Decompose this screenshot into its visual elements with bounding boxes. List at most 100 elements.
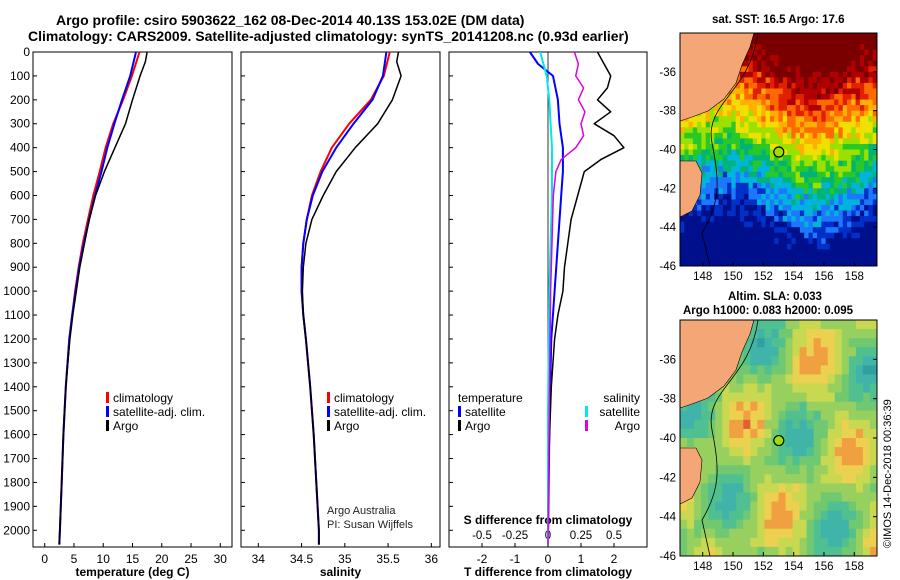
sla-cell [855, 474, 864, 484]
difference-x-tick-label: -1 [510, 552, 521, 566]
sst-cell [718, 221, 724, 228]
sst-cell [744, 116, 750, 123]
sla-cell [750, 410, 758, 421]
sst-cell [757, 227, 762, 234]
sst-cell [722, 260, 728, 267]
sla-cell [694, 546, 702, 557]
sla-cell [778, 546, 787, 557]
sla-cell [736, 546, 744, 557]
sst-cell [847, 88, 852, 95]
depth-tick-label: 600 [10, 188, 30, 202]
sla-cell [778, 537, 787, 548]
sst-cell [859, 66, 865, 73]
sst-cell [765, 210, 771, 217]
sla-cell [806, 329, 815, 339]
sst-cell [735, 127, 741, 134]
sla-cell [806, 401, 815, 412]
sst-cell [847, 216, 852, 223]
sst-cell [829, 121, 835, 128]
sst-cell [709, 193, 715, 200]
sst-cell [791, 221, 797, 228]
sst-cell [842, 171, 848, 178]
sst-cell [752, 116, 758, 123]
sla-cell [680, 501, 688, 512]
sst-cell [791, 60, 797, 67]
sst-cell [847, 127, 852, 134]
sst-cell [851, 155, 857, 162]
sla-cell [799, 374, 808, 385]
sst-cell [847, 60, 852, 67]
sst-cell [761, 232, 767, 239]
sst-cell [834, 77, 839, 84]
sst-cell [834, 260, 839, 267]
salinity-panel-frame [240, 51, 441, 548]
sst-cell [808, 216, 814, 223]
sst-cell [795, 77, 801, 84]
sst-cell [739, 88, 745, 95]
sst-cell [757, 121, 762, 128]
sst-cell [701, 155, 707, 162]
sla-cell [820, 347, 829, 357]
sst-cell [868, 44, 874, 51]
sst-cell [735, 227, 741, 234]
sla-cell [750, 392, 758, 403]
sst-cell [761, 166, 767, 173]
sst-cell [795, 193, 801, 200]
sst-cell [757, 166, 762, 173]
sst-cell [859, 193, 865, 200]
sla-cell [855, 428, 864, 439]
sla-cell [722, 537, 730, 548]
salinity-legend-0-swatch [327, 392, 330, 403]
sst-cell [787, 221, 792, 228]
salinity-xlabel: salinity [320, 565, 362, 579]
sst-cell [731, 204, 737, 212]
sst-cell [808, 138, 814, 145]
sst-cell [817, 132, 822, 139]
sst-cell [791, 38, 797, 45]
sla-cell [785, 456, 794, 466]
sst-cell [855, 182, 861, 189]
sst-cell [744, 138, 750, 145]
sst-cell [795, 260, 801, 267]
sst-cell [701, 221, 707, 228]
sst-cell [812, 227, 818, 234]
sst-cell [752, 105, 758, 112]
sst-cell [804, 155, 809, 162]
sla-cell [862, 365, 871, 375]
sst-cell [838, 49, 844, 56]
sla-cell [694, 519, 702, 530]
sst-cell [765, 82, 771, 89]
sst-cell [709, 243, 715, 250]
sst-lon-tick-label: 148 [693, 271, 712, 283]
sst-cell [864, 149, 869, 156]
sst-cell [829, 160, 835, 167]
sst-cell [744, 160, 750, 167]
sst-cell [855, 204, 861, 212]
sst-cell [774, 44, 779, 51]
sst-cell [688, 243, 694, 250]
sst-cell [739, 77, 745, 84]
temperature-x-tick-label: 10 [97, 552, 111, 566]
sst-lat-tick-label: -46 [659, 261, 676, 273]
sst-cell [855, 49, 861, 56]
sst-cell [808, 238, 814, 245]
sst-cell [791, 121, 797, 128]
sst-cell [821, 49, 827, 56]
sla-cell [799, 528, 808, 539]
sst-cell [782, 204, 788, 212]
depth-tick-label: 1300 [3, 356, 30, 370]
sst-cell [847, 132, 852, 139]
sst-cell [782, 82, 788, 89]
sst-cell [868, 132, 874, 139]
sst-cell [804, 188, 809, 195]
sst-cell [812, 160, 818, 167]
sla-cell [771, 465, 779, 475]
sst-cell [808, 44, 814, 51]
sst-cell [757, 199, 762, 206]
sst-cell [744, 260, 750, 267]
sst-cell [842, 216, 848, 223]
sst-cell [705, 171, 711, 178]
sla-cell [708, 410, 716, 421]
sst-cell [851, 116, 857, 123]
sst-cell [778, 71, 784, 78]
